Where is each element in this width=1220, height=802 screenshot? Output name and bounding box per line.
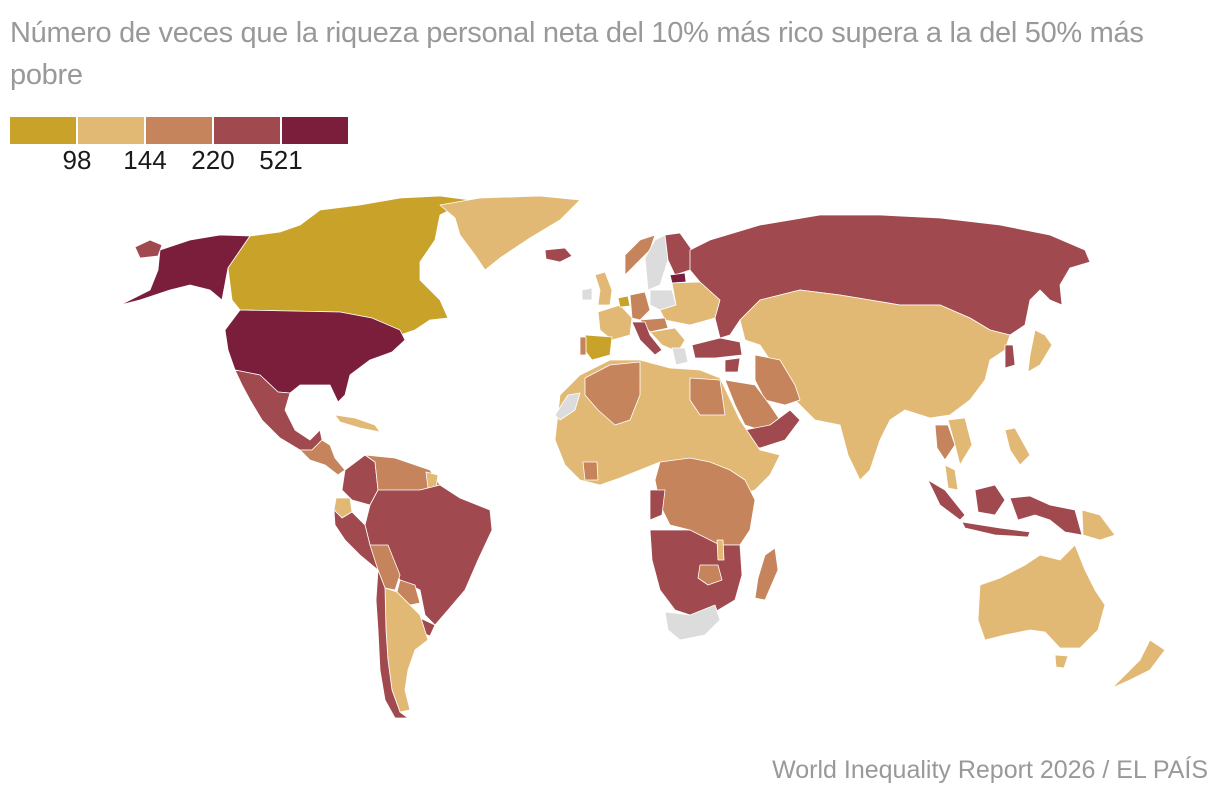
region-malawi[interactable]: [716, 539, 725, 561]
legend-bin-5: [282, 117, 348, 144]
region-indochina[interactable]: [947, 417, 973, 466]
region-indonesia-borneo[interactable]: [974, 484, 1006, 516]
region-uk[interactable]: [594, 271, 613, 306]
legend-bin-3: [146, 117, 212, 144]
region-chile[interactable]: [375, 569, 409, 719]
region-alaska[interactable]: [119, 234, 251, 306]
region-new-zealand[interactable]: [1111, 639, 1166, 689]
region-mexico[interactable]: [234, 369, 323, 451]
region-syria[interactable]: [724, 357, 741, 373]
region-tasmania[interactable]: [1054, 654, 1069, 669]
region-finland[interactable]: [664, 232, 693, 276]
region-thailand[interactable]: [934, 424, 956, 461]
region-france[interactable]: [597, 304, 633, 341]
region-germany[interactable]: [629, 291, 651, 321]
region-iceland[interactable]: [544, 247, 573, 263]
region-japan[interactable]: [1027, 329, 1053, 373]
region-malaysia[interactable]: [944, 464, 959, 491]
region-central-america[interactable]: [299, 439, 346, 476]
region-madagascar[interactable]: [754, 547, 779, 601]
region-western-sahara[interactable]: [554, 392, 581, 421]
source-credit: World Inequality Report 2026 / EL PAÍS: [772, 756, 1208, 784]
region-turkey[interactable]: [691, 337, 743, 359]
region-egypt[interactable]: [689, 377, 726, 416]
legend-bin-2: [78, 117, 144, 144]
region-cote-divoire[interactable]: [582, 461, 599, 481]
region-algeria[interactable]: [584, 361, 641, 426]
region-greenland[interactable]: [439, 195, 581, 271]
region-iran[interactable]: [754, 354, 801, 406]
legend: 98 144 220 521: [10, 117, 370, 177]
region-italy[interactable]: [631, 321, 663, 356]
region-indonesia-east[interactable]: [1009, 495, 1083, 536]
region-zimbabwe[interactable]: [697, 564, 723, 586]
region-russia[interactable]: [689, 214, 1091, 339]
region-colombia[interactable]: [341, 454, 379, 506]
region-indonesia-java[interactable]: [961, 521, 1031, 538]
legend-bin-4: [214, 117, 280, 144]
region-cuba[interactable]: [334, 414, 381, 433]
legend-bin-1: [10, 117, 76, 144]
region-ireland[interactable]: [581, 287, 593, 301]
region-congo[interactable]: [649, 489, 666, 521]
region-spain[interactable]: [584, 334, 613, 361]
region-australia[interactable]: [977, 544, 1106, 649]
region-benelux[interactable]: [617, 295, 631, 308]
legend-break-label: 98: [62, 145, 92, 175]
region-korea[interactable]: [1004, 344, 1016, 369]
region-greece[interactable]: [671, 347, 689, 366]
region-estonia[interactable]: [669, 272, 687, 284]
region-paraguay[interactable]: [396, 579, 421, 606]
region-balkans[interactable]: [649, 327, 686, 353]
region-portugal[interactable]: [579, 336, 587, 356]
chart-title: Número de veces que la riqueza personal …: [10, 17, 1144, 91]
region-papua-new-guinea[interactable]: [1081, 509, 1116, 541]
region-chukotka[interactable]: [134, 239, 163, 259]
legend-break-label: 521: [259, 145, 303, 175]
region-south-africa[interactable]: [664, 604, 721, 641]
region-philippines[interactable]: [1004, 427, 1031, 466]
legend-break-label: 144: [123, 145, 167, 175]
legend-break-label: 220: [191, 145, 235, 175]
region-indonesia-sumatra[interactable]: [927, 479, 966, 521]
